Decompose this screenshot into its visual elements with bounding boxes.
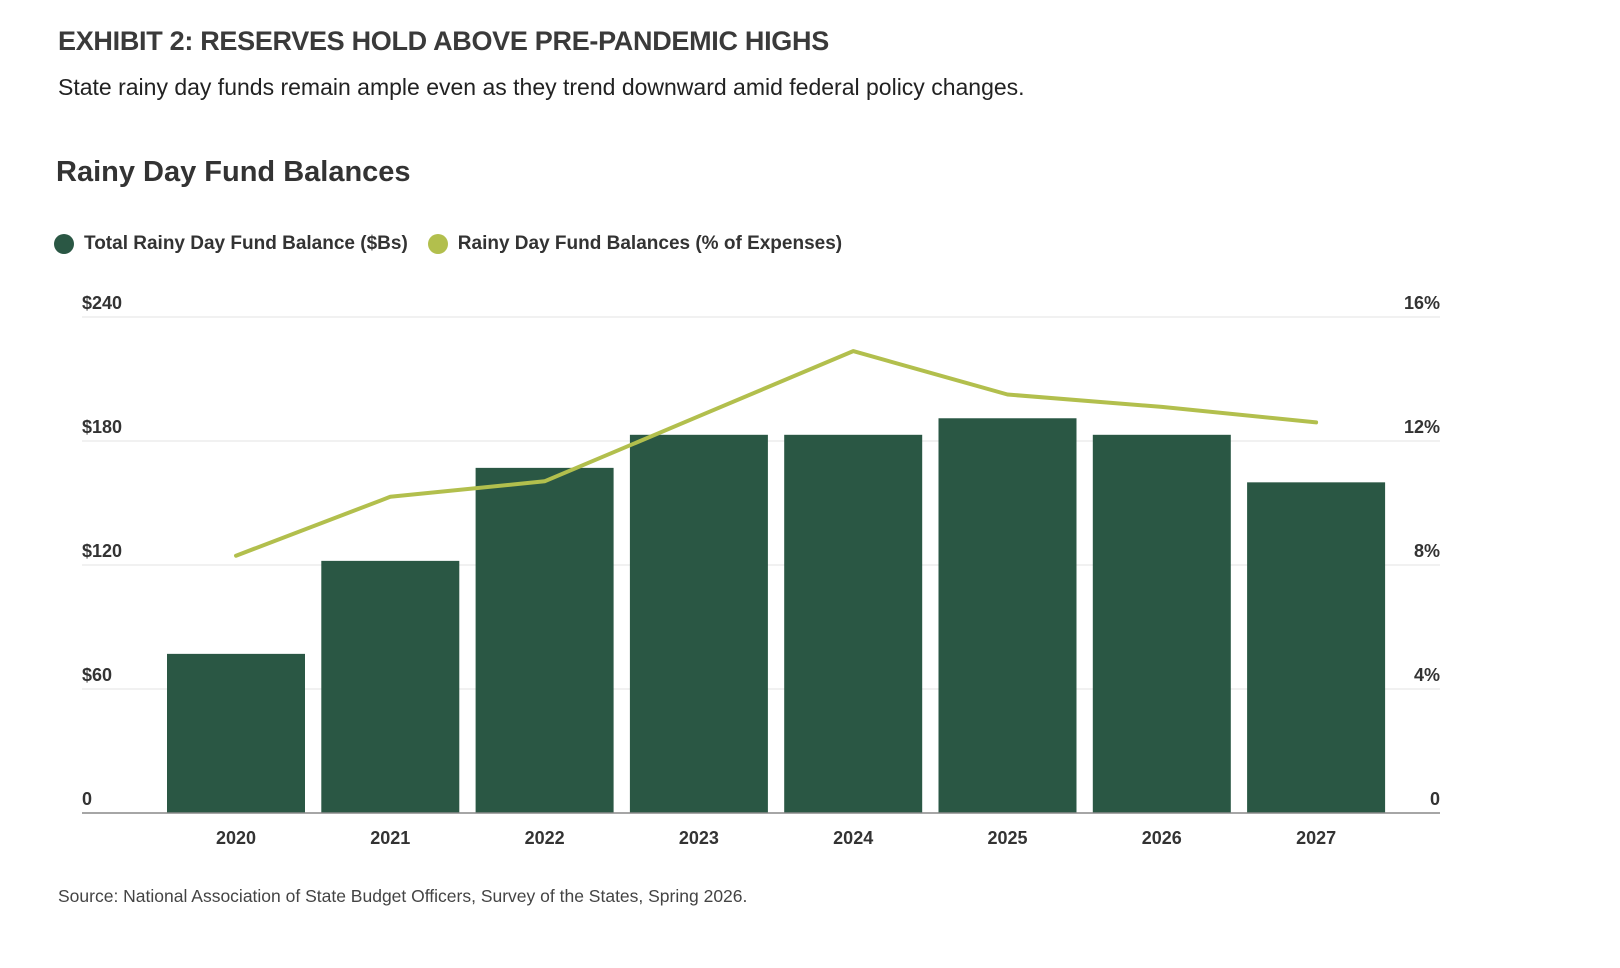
legend-label-balance: Total Rainy Day Fund Balance ($Bs)	[84, 233, 408, 254]
y-right-tick-label: 8%	[1414, 541, 1440, 561]
x-tick-label: 2025	[987, 828, 1027, 848]
y-left-tick-label: 0	[82, 789, 92, 809]
y-left-tick-label: $180	[82, 417, 122, 437]
x-tick-label: 2027	[1296, 828, 1336, 848]
legend-label-percent: Rainy Day Fund Balances (% of Expenses)	[457, 233, 843, 254]
y-left-tick-label: $120	[82, 541, 122, 561]
y-right-tick-label: 0	[1430, 789, 1440, 809]
exhibit-title: EXHIBIT 2: RESERVES HOLD ABOVE PRE-PANDE…	[58, 26, 829, 56]
y-left-tick-label: $240	[82, 293, 122, 313]
x-tick-label: 2026	[1142, 828, 1182, 848]
bar	[167, 653, 305, 813]
bar	[629, 434, 768, 813]
exhibit-subtitle: State rainy day funds remain ample even …	[58, 74, 1025, 100]
chart-legend: Total Rainy Day Fund Balance ($Bs) Rainy…	[54, 233, 862, 255]
bar	[938, 418, 1077, 813]
x-tick-label: 2023	[679, 828, 719, 848]
bar	[475, 467, 614, 813]
y-right-tick-label: 16%	[1404, 293, 1440, 313]
bar	[1247, 482, 1386, 813]
x-tick-label: 2024	[833, 828, 873, 848]
source-note: Source: National Association of State Bu…	[58, 886, 748, 906]
x-tick-label: 2020	[216, 828, 256, 848]
y-right-tick-label: 12%	[1404, 417, 1440, 437]
x-tick-label: 2021	[370, 828, 410, 848]
bar	[784, 434, 923, 813]
legend-item-balance: Total Rainy Day Fund Balance ($Bs)	[54, 233, 408, 255]
bar	[321, 560, 460, 813]
line-series-percent	[234, 349, 1319, 558]
y-left-tick-label: $60	[82, 665, 112, 685]
x-tick-label: 2022	[525, 828, 565, 848]
chart-title: Rainy Day Fund Balances	[56, 156, 411, 188]
legend-swatch-balance	[54, 234, 74, 254]
legend-swatch-percent	[427, 234, 448, 254]
bar	[1092, 434, 1231, 813]
legend-item-percent: Rainy Day Fund Balances (% of Expenses)	[427, 233, 843, 255]
y-right-tick-label: 4%	[1414, 665, 1440, 685]
